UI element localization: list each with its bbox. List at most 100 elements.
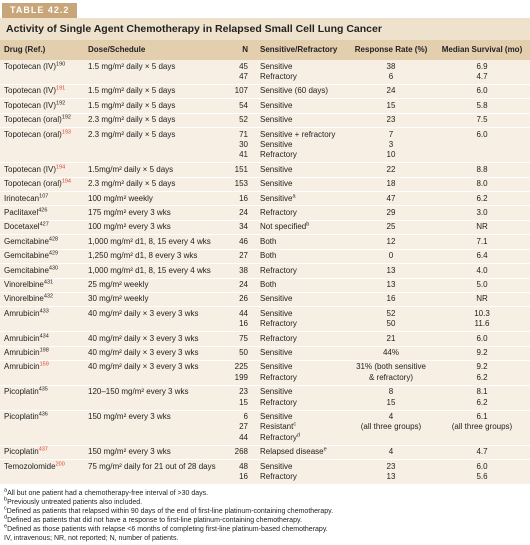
cell-line: 15 xyxy=(386,100,396,110)
table-row: Docetaxel427 100 mg/m² every 3 wks 34 Not s… xyxy=(0,220,530,236)
survival-cell: 6.4 xyxy=(434,249,530,265)
n-cell: 71 30 41 xyxy=(230,127,256,164)
drug-name: Gemcitabine xyxy=(4,251,49,261)
drug-cell: Gemcitabine430 xyxy=(0,263,84,279)
cell-line: 151 xyxy=(234,164,248,174)
response-cell: 13 xyxy=(348,263,434,279)
drug-name: Topotecan (IV) xyxy=(4,164,57,174)
column-header: Response Rate (%) xyxy=(348,40,434,60)
response-cell: 29 xyxy=(348,205,434,221)
response-cell: 0 xyxy=(348,249,434,265)
cell-line: Sensitive xyxy=(260,308,293,318)
cell-line: 48 xyxy=(239,461,248,471)
response-cell: 8 15 xyxy=(348,385,434,411)
cell-line: (all three groups) xyxy=(360,422,422,432)
cell-line: 107 xyxy=(234,86,248,96)
cell-line: Refractory xyxy=(260,150,297,160)
drug-cell: Topotecan (oral)192 xyxy=(0,113,84,129)
footnote-mark: a xyxy=(4,487,8,494)
cell-line: 50 xyxy=(239,348,248,358)
cell-line: 16 xyxy=(239,472,248,482)
cell-line: 6.2 xyxy=(476,397,488,407)
cell-line: 8 xyxy=(388,387,394,397)
status-cell: Sensitive Refractory xyxy=(256,306,348,333)
table-row: Topotecan (IV)194 1.5mg/m² daily × 5 days… xyxy=(0,162,530,178)
cell-line: 9.2 xyxy=(476,362,488,372)
survival-cell: 5.8 xyxy=(434,98,530,114)
drug-name: Picoplatin xyxy=(4,412,39,422)
survival-cell: 4.7 xyxy=(434,445,530,461)
cell-line: 3.0 xyxy=(476,207,488,217)
dose-cell: 75 mg/m² daily for 21 out of 28 days xyxy=(84,459,230,485)
cell-line: 6 xyxy=(388,71,394,81)
cell-line: Sensitive xyxy=(260,100,293,110)
drug-cell: Topotecan (oral)193 xyxy=(0,127,84,164)
table-row: Paclitaxel426 175 mg/m² every 3 wks 24 Refr… xyxy=(0,205,530,221)
drug-name: Amrubicin xyxy=(4,333,40,343)
drug-name: Gemcitabine xyxy=(4,236,49,246)
table-row: Amrubicin433 40 mg/m² daily × 3 every 3 w… xyxy=(0,306,530,333)
drug-name: Docetaxel xyxy=(4,222,40,232)
cell-line: 27 xyxy=(239,422,248,432)
cell-line: NR xyxy=(476,222,488,232)
reference: 434 xyxy=(39,332,49,339)
survival-cell: NR xyxy=(434,220,530,236)
cell-line: Relapsed diseasee xyxy=(260,447,344,457)
cell-line: (all three groups) xyxy=(451,422,513,432)
cell-line: 4 xyxy=(388,447,394,457)
table-row: Picoplatin436 150 mg/m² every 3 wks 6 27 44 S… xyxy=(0,410,530,446)
cell-line: 8.1 xyxy=(476,387,488,397)
table-row: Topotecan (oral)194 2.3 mg/m² daily × 5 d… xyxy=(0,177,530,193)
response-cell: 16 xyxy=(348,292,434,308)
drug-name: Picoplatin xyxy=(4,447,39,457)
reference: 436 xyxy=(38,411,48,418)
dose-cell: 150 mg/m² every 3 wks xyxy=(84,410,230,446)
survival-cell: 6.2 xyxy=(434,191,530,207)
n-cell: 151 xyxy=(230,162,256,178)
dose-cell: 2.3 mg/m² daily × 5 days xyxy=(84,113,230,129)
cell-line: Sensitive + refractory xyxy=(260,129,336,139)
cell-line: 18 xyxy=(386,179,396,189)
n-cell: 46 xyxy=(230,234,256,250)
header-row: Drug (Ref.) Dose/Schedule N Sensitive/Refra… xyxy=(0,40,530,60)
n-cell: 23 15 xyxy=(230,385,256,411)
cell-line: 7 xyxy=(388,129,394,139)
cell-line: Sensitive xyxy=(260,461,293,471)
table-row: Topotecan (oral)193 2.3 mg/m² daily × 5 d… xyxy=(0,127,530,164)
response-cell: 47 xyxy=(348,191,434,207)
reference: 435 xyxy=(38,386,48,393)
cell-line: Sensitive xyxy=(260,387,293,397)
status-cell: Sensitive xyxy=(256,346,348,361)
table-row: Vinorelbine432 30 mg/m² weekly 26 Sensitive… xyxy=(0,292,530,308)
cell-line: 153 xyxy=(234,179,248,189)
cell-line: Refractoryd xyxy=(260,432,344,443)
cell-line: 8.8 xyxy=(476,164,488,174)
drug-cell: Picoplatin436 xyxy=(0,410,84,446)
cell-line: Sensitive xyxy=(260,115,293,125)
status-cell: Refractory xyxy=(256,331,348,347)
drug-cell: Topotecan (IV)190 xyxy=(0,60,84,85)
response-cell: 44% xyxy=(348,346,434,361)
reference: 427 xyxy=(39,221,49,228)
reference: 432 xyxy=(43,293,54,300)
drug-name: Irinotecan xyxy=(4,193,40,203)
cell-line: 24 xyxy=(386,86,396,96)
survival-cell: 4.0 xyxy=(434,263,530,279)
drug-name: Gemcitabine xyxy=(4,265,49,275)
drug-cell: Gemcitabine428 xyxy=(0,234,84,250)
cell-line: 44% xyxy=(382,348,399,358)
footnote-text: Defined as patients that relapsed within… xyxy=(6,508,334,515)
table-row: Temozolomide200 75 mg/m² daily for 21 out… xyxy=(0,459,530,485)
reference: 198 xyxy=(39,347,49,354)
drug-cell: Amrubicin434 xyxy=(0,331,84,347)
table-title: Activity of Single Agent Chemotherapy in… xyxy=(0,18,530,40)
cell-line: 6.0 xyxy=(476,461,488,471)
cell-line: Refractory xyxy=(260,472,297,482)
reference: 193 xyxy=(61,128,71,135)
drug-cell: Topotecan (IV)192 xyxy=(0,98,84,114)
survival-cell: 5.0 xyxy=(434,278,530,293)
table-row: Gemcitabine429 1,250 mg/m² d1, 8 every 3 … xyxy=(0,249,530,265)
drug-cell: Topotecan (IV)194 xyxy=(0,162,84,178)
cell-text: Resistant xyxy=(260,422,294,432)
cell-line: Refractory xyxy=(260,265,297,275)
